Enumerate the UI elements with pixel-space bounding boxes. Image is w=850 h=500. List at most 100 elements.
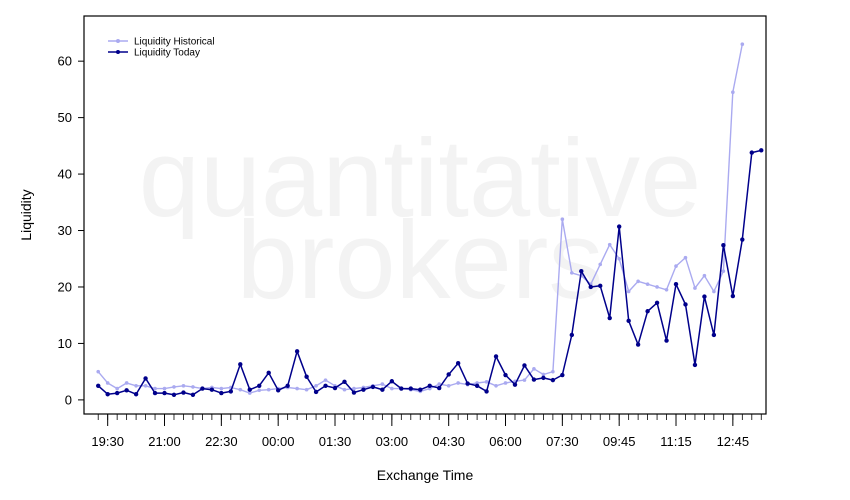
data-point: [96, 383, 101, 388]
data-point: [446, 372, 451, 377]
legend-swatch-point: [116, 50, 120, 54]
x-tick-label: 12:45: [717, 434, 750, 449]
data-point: [418, 387, 423, 392]
data-point: [446, 383, 451, 388]
data-point: [266, 387, 271, 392]
x-tick-label: 21:00: [148, 434, 181, 449]
data-point: [503, 372, 508, 378]
data-point: [228, 389, 234, 394]
data-point: [617, 256, 621, 261]
data-point: [133, 392, 139, 397]
x-axis: 19:30 21:00 22:30 00:00 01:30 03:00 04:30 06:00…: [91, 414, 762, 449]
data-point: [219, 390, 224, 396]
data-point: [238, 362, 243, 367]
data-point: [465, 381, 470, 386]
data-point: [569, 332, 575, 338]
y-tick-label: 60: [58, 54, 72, 69]
watermark: quantitative brokers: [139, 117, 702, 322]
x-tick-label: 04:30: [432, 434, 465, 449]
data-point: [313, 389, 319, 395]
data-point: [209, 387, 215, 392]
data-point: [541, 375, 546, 381]
data-point: [721, 269, 726, 273]
data-point: [96, 369, 101, 374]
data-point: [408, 386, 413, 391]
data-point: [380, 387, 385, 392]
data-point: [711, 332, 717, 338]
x-tick-label: 06:00: [489, 434, 522, 449]
data-point: [673, 281, 679, 287]
data-point: [456, 381, 460, 385]
data-point: [257, 388, 262, 393]
data-point: [474, 383, 480, 388]
data-point: [494, 383, 498, 388]
data-point: [683, 302, 688, 307]
data-point: [607, 315, 612, 321]
data-point: [721, 243, 726, 248]
x-tick-label: 11:15: [660, 434, 692, 449]
data-point: [645, 309, 650, 314]
data-point: [692, 362, 698, 368]
data-point: [370, 384, 376, 390]
data-point: [570, 271, 574, 275]
data-point: [304, 387, 309, 392]
data-point: [635, 342, 641, 347]
watermark-line-1: quantitative: [139, 117, 702, 240]
data-point: [143, 383, 148, 388]
data-point: [342, 387, 347, 392]
data-point: [541, 372, 546, 377]
data-point: [730, 293, 736, 299]
data-point: [275, 388, 281, 393]
data-point: [740, 237, 745, 242]
x-axis-title: Exchange Time: [377, 467, 474, 483]
data-point: [219, 386, 224, 391]
data-point: [493, 354, 499, 359]
data-point: [664, 288, 669, 292]
legend-swatch-point: [116, 39, 120, 43]
data-point: [314, 383, 318, 388]
data-point: [124, 381, 129, 385]
data-point: [503, 381, 508, 385]
data-point: [171, 392, 177, 398]
data-point: [693, 286, 697, 290]
data-point: [522, 378, 527, 382]
y-axis: 0 10 20 30 40 50 60: [58, 54, 84, 407]
data-point: [172, 385, 176, 389]
x-tick-label: 03:00: [376, 434, 409, 449]
legend-label: Liquidity Historical: [134, 37, 215, 48]
y-tick-label: 40: [58, 167, 72, 182]
data-point: [731, 90, 735, 95]
data-point: [152, 390, 158, 396]
y-tick-label: 10: [58, 336, 72, 351]
data-point: [361, 387, 366, 392]
data-point: [115, 386, 119, 391]
data-point: [266, 370, 271, 375]
x-tick-label: 01:30: [319, 434, 352, 449]
data-point: [664, 338, 669, 343]
data-point: [332, 385, 338, 391]
data-point: [683, 255, 688, 260]
data-point: [749, 150, 754, 155]
data-point: [636, 279, 640, 284]
data-point: [522, 363, 527, 368]
data-point: [598, 262, 603, 267]
data-point: [598, 283, 603, 289]
data-point: [238, 387, 243, 392]
data-point: [579, 268, 584, 274]
y-tick-label: 30: [58, 223, 72, 238]
data-point: [427, 383, 432, 388]
data-point: [551, 369, 555, 374]
data-point: [607, 242, 612, 247]
data-point: [285, 383, 290, 388]
data-point: [304, 374, 309, 379]
data-point: [616, 224, 622, 229]
data-point: [437, 382, 442, 386]
data-point: [655, 285, 659, 289]
data-point: [712, 289, 716, 294]
data-point: [759, 148, 764, 153]
watermark-line-2: brokers: [237, 199, 604, 322]
data-point: [674, 264, 678, 268]
data-point: [484, 380, 489, 384]
